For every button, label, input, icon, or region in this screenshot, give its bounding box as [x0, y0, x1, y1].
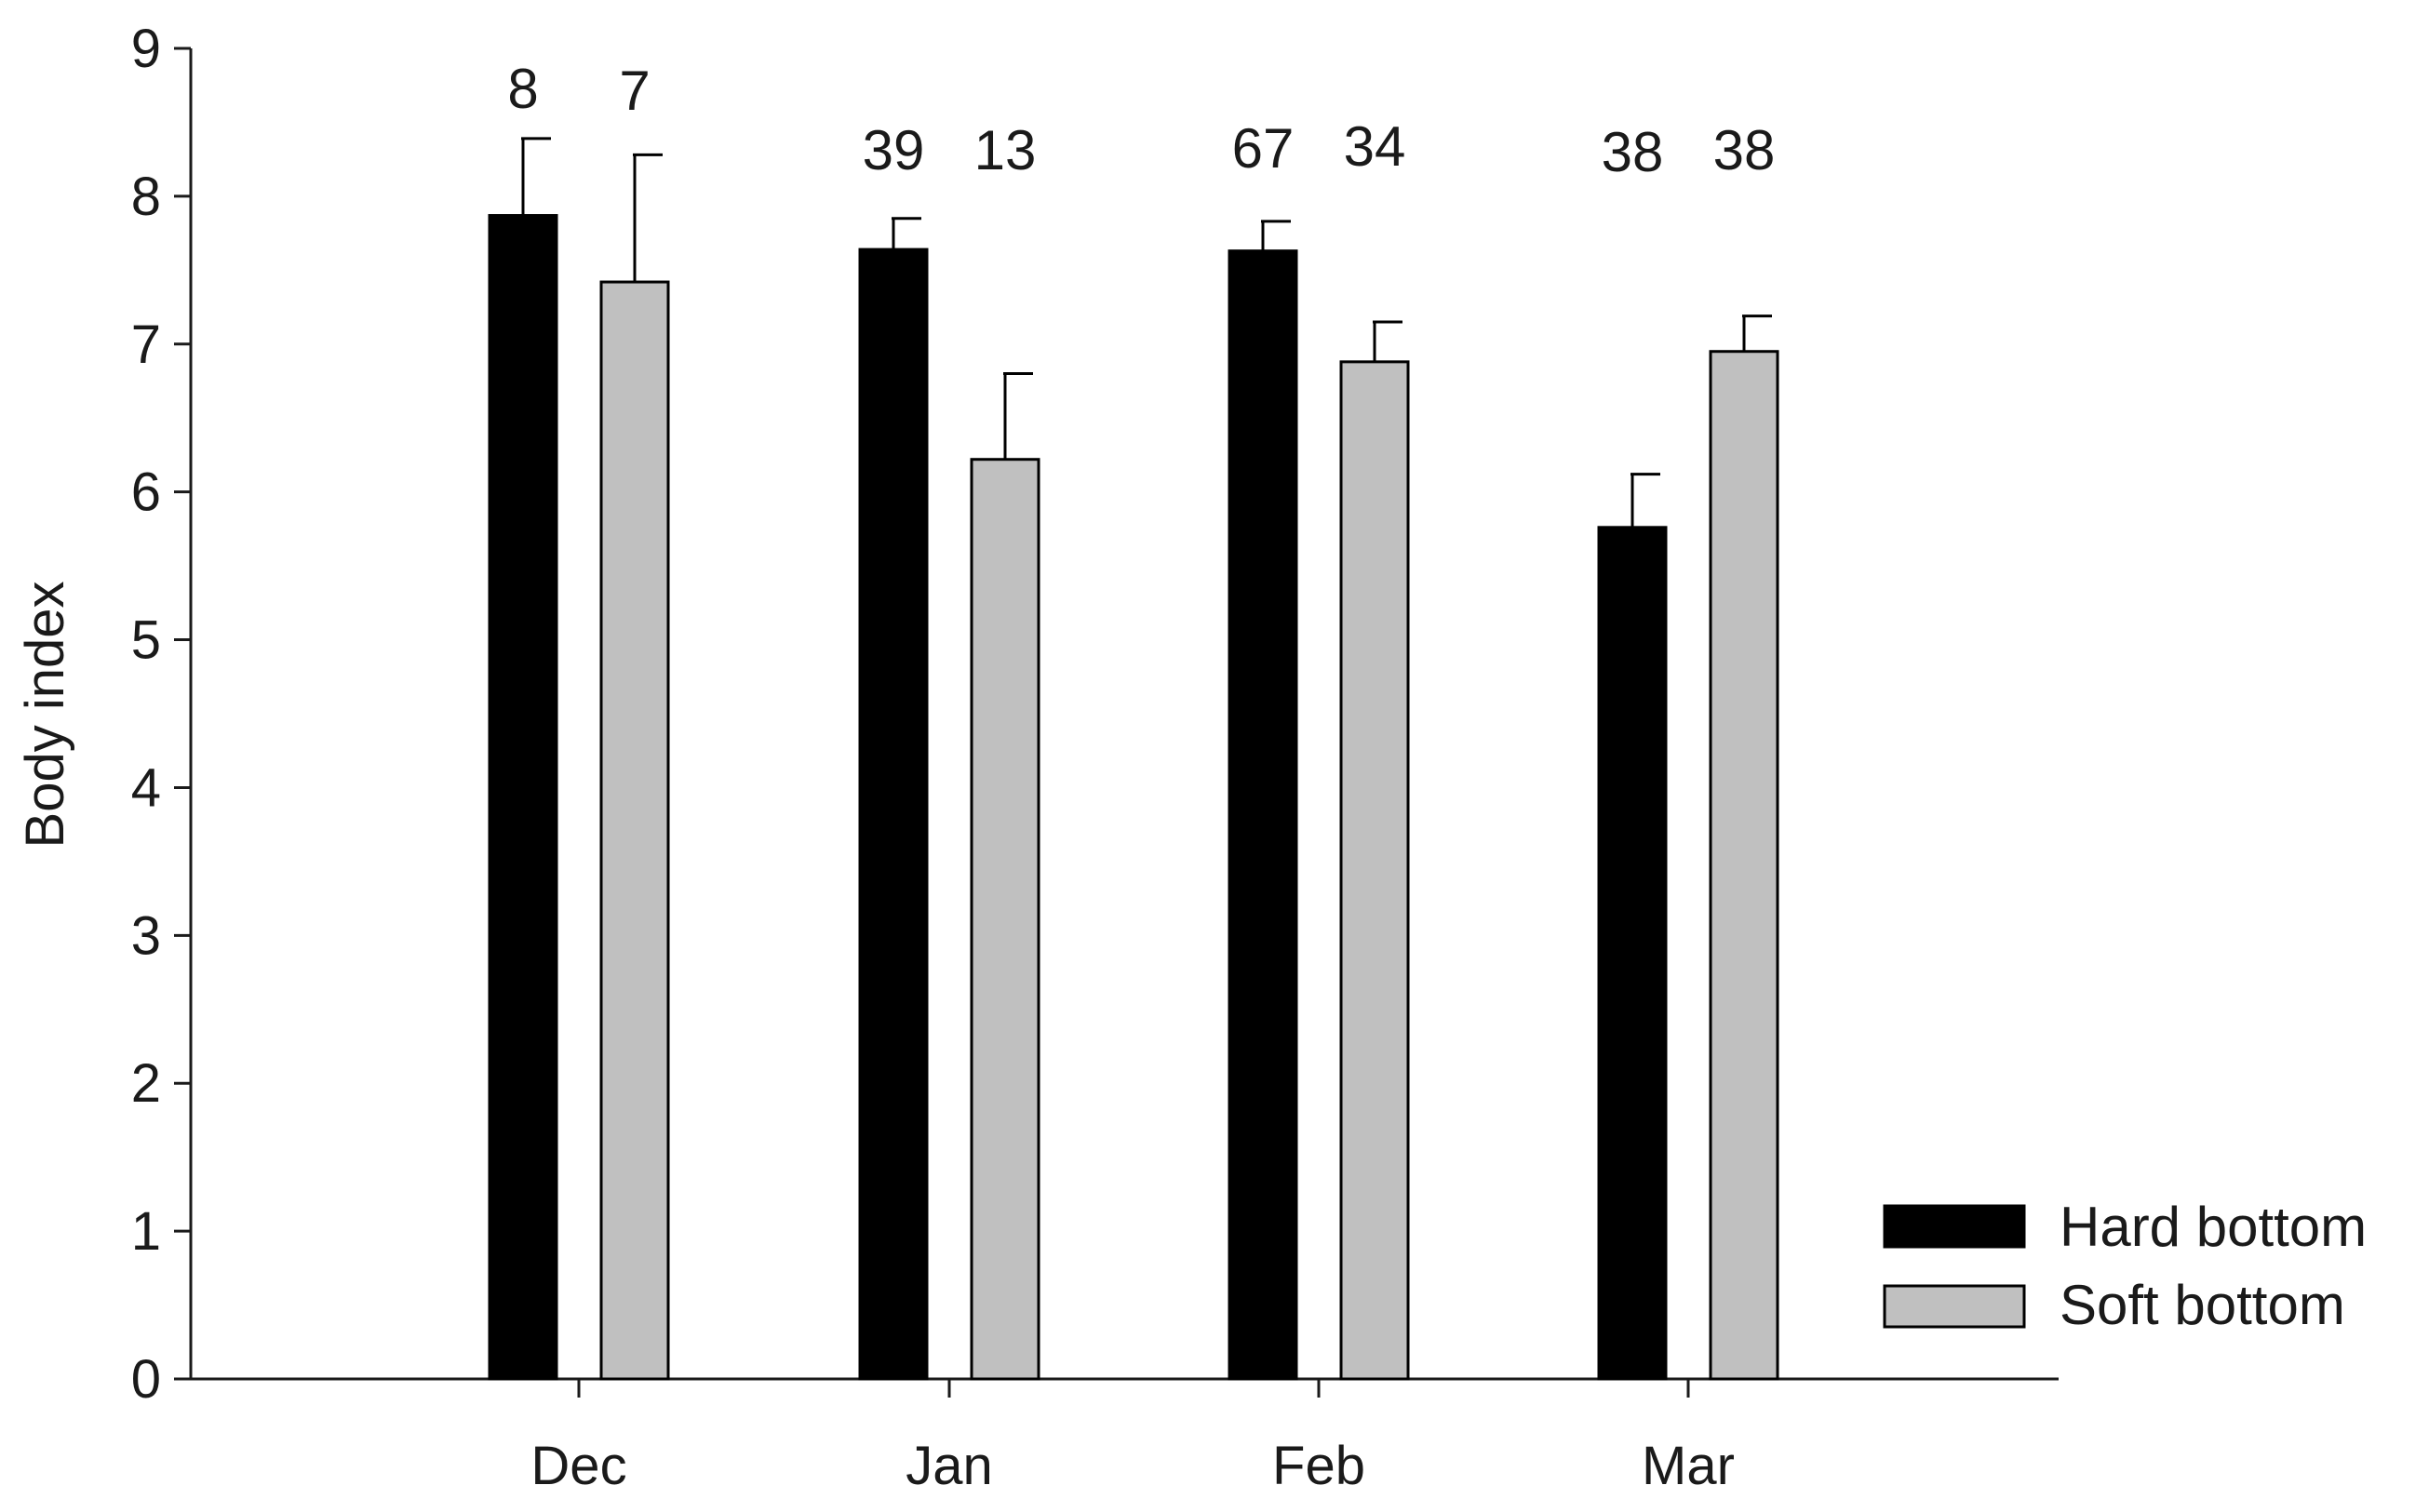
legend-label-hard-bottom: Hard bottom [2060, 1196, 2367, 1258]
x-tick-label-dec: Dec [530, 1436, 626, 1496]
legend-swatch-hard-bottom [1883, 1204, 2026, 1249]
sample-size-label-hard-bottom-dec: 8 [507, 58, 538, 120]
sample-size-label-soft-bottom-dec: 7 [619, 60, 650, 122]
bar-hard-bottom-dec [488, 214, 558, 1381]
bar-soft-bottom-feb [1339, 360, 1410, 1381]
sample-size-label-hard-bottom-feb: 67 [1232, 117, 1295, 180]
bar-soft-bottom-mar [1709, 350, 1779, 1381]
sample-size-label-hard-bottom-jan: 39 [863, 119, 925, 181]
bars [488, 214, 1779, 1381]
bar-soft-bottom-jan [970, 458, 1040, 1381]
sample-size-labels: 8 39 67 38 7 13 34 38 [507, 58, 1775, 183]
y-tick-label: 8 [131, 167, 161, 227]
y-tick-label: 9 [131, 19, 161, 79]
x-ticks: Dec Jan Feb Mar [530, 1379, 1735, 1496]
y-tick-label: 2 [131, 1053, 161, 1114]
bar-hard-bottom-jan [858, 248, 929, 1381]
bar-soft-bottom-dec [599, 280, 670, 1381]
sample-size-label-soft-bottom-feb: 34 [1344, 115, 1406, 178]
x-tick-label-jan: Jan [906, 1436, 993, 1496]
sample-size-label-soft-bottom-mar: 38 [1713, 119, 1776, 181]
x-tick-label-mar: Mar [1642, 1436, 1735, 1496]
y-tick-label: 3 [131, 905, 161, 966]
sample-size-label-hard-bottom-mar: 38 [1602, 121, 1664, 183]
y-ticks: 0 1 2 3 4 5 6 7 8 9 [131, 19, 191, 1410]
y-tick-label: 7 [131, 314, 161, 375]
bar-hard-bottom-mar [1597, 526, 1668, 1381]
y-tick-label: 0 [131, 1349, 161, 1410]
legend: Hard bottom Soft bottom [1883, 1196, 2367, 1336]
legend-swatch-soft-bottom [1883, 1284, 2026, 1329]
x-tick-label-feb: Feb [1272, 1436, 1365, 1496]
bar-hard-bottom-feb [1228, 249, 1298, 1381]
y-tick-label: 1 [131, 1201, 161, 1262]
sample-size-label-soft-bottom-jan: 13 [974, 119, 1037, 181]
y-tick-label: 6 [131, 462, 161, 523]
y-tick-label: 4 [131, 757, 161, 818]
y-tick-label: 5 [131, 610, 161, 671]
y-axis-title: Body index [15, 582, 75, 849]
legend-label-soft-bottom: Soft bottom [2060, 1274, 2345, 1336]
error-bars [521, 137, 1772, 528]
